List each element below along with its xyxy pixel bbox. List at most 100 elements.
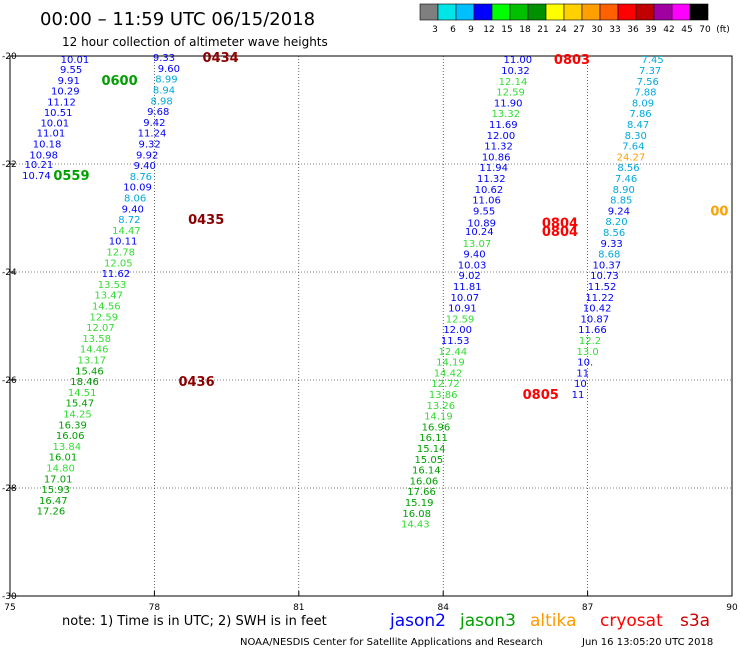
data-point-label: 11.90	[494, 98, 523, 109]
pass-time-annotation: 0435	[188, 213, 224, 228]
legend-entry-s3a: s3a	[680, 611, 710, 631]
data-point-label: 9.92	[136, 150, 158, 161]
satellite-legend: jason2 jason3 altika cryosat s3a	[389, 611, 710, 631]
data-point-label: 10.01	[61, 55, 90, 66]
data-point-label: 10.09	[123, 183, 152, 194]
data-labels: 10.019.559.9110.2911.1210.5110.0111.0110…	[22, 53, 664, 531]
data-point-label: 17.66	[407, 487, 436, 498]
data-point-label: 15.19	[405, 498, 434, 509]
pass-time-annotation: 0559	[53, 169, 89, 184]
data-point-label: 10.98	[29, 150, 58, 161]
data-point-label: 9.55	[60, 65, 82, 76]
data-point-label: 7.45	[641, 55, 663, 66]
data-point-label: 13.58	[82, 334, 111, 345]
data-point-label: 7.86	[629, 109, 651, 120]
x-tick-label: 87	[582, 603, 593, 613]
colorbar-swatch	[581, 3, 601, 21]
data-point-label: 10.29	[51, 87, 80, 98]
data-point-label: 10.86	[482, 152, 511, 163]
data-point-label: 11	[572, 390, 585, 401]
data-point-label: 16.01	[49, 453, 78, 464]
data-point-label: 14.19	[424, 412, 453, 423]
pass-time-annotation: 0805	[523, 388, 559, 403]
pass-time-annotation: 0600	[101, 74, 137, 89]
colorbar-label: 39	[645, 25, 657, 35]
grid-lines	[9, 55, 733, 597]
axis-ticks: 75 78 81 84 87 90 -20 -22 -24 -26 -28 -30	[2, 52, 738, 613]
data-point-label: 13.47	[94, 291, 123, 302]
colorbar-swatch	[635, 3, 655, 21]
data-point-label: 10.42	[583, 304, 612, 315]
data-point-label: 11.32	[477, 174, 506, 185]
colorbar-swatch	[527, 3, 547, 21]
data-point-label: 11.53	[441, 336, 470, 347]
data-point-label: 10.87	[580, 314, 609, 325]
colorbar-label: 15	[501, 25, 512, 35]
data-point-label: 8.47	[627, 120, 649, 131]
data-point-label: 9.68	[147, 107, 169, 118]
data-point-label: 9.02	[459, 271, 481, 282]
data-point-label: 9.40	[134, 161, 156, 172]
data-point-label: 15.47	[65, 399, 94, 410]
data-point-label: 12.00	[443, 325, 472, 336]
data-point-label: 16.14	[412, 466, 441, 477]
colorbar-swatch	[617, 3, 637, 21]
data-point-label: 12.07	[86, 323, 115, 334]
data-point-label: 12.44	[439, 347, 468, 358]
data-point-label: 12.05	[104, 258, 133, 269]
data-point-label: 18.46	[70, 377, 99, 388]
data-point-label: 13.26	[426, 401, 455, 412]
footer-credit: NOAA/NESDIS Center for Satellite Applica…	[240, 637, 543, 648]
data-point-label: 17.01	[44, 474, 73, 485]
colorbar-swatch	[689, 3, 709, 21]
colorbar-label: 45	[681, 25, 692, 35]
data-point-label: 8.99	[155, 75, 177, 86]
colorbar-swatch	[653, 3, 673, 21]
data-point-label: 16.08	[402, 509, 431, 520]
x-tick-label: 78	[149, 603, 161, 613]
data-point-label: 9.42	[143, 118, 165, 129]
data-point-label: 7.46	[615, 174, 637, 185]
data-point-label: 14.46	[80, 345, 109, 356]
data-point-label: 9.32	[138, 139, 160, 150]
colorbar-swatch	[491, 3, 511, 21]
y-tick-label: -28	[2, 484, 17, 494]
data-point-label: 11.66	[578, 325, 607, 336]
data-point-label: 10.18	[33, 139, 62, 150]
data-point-label: 13.53	[98, 280, 127, 291]
data-point-label: 9.60	[158, 64, 180, 75]
data-point-label: 7.88	[634, 88, 656, 99]
pass-time-annotation: 00	[710, 204, 728, 219]
data-point-label: 11.32	[484, 142, 513, 153]
data-point-label: 9.55	[473, 206, 495, 217]
data-point-label: 8.20	[605, 217, 627, 228]
data-point-label: 10.73	[590, 271, 619, 282]
colorbar-swatch	[437, 3, 457, 21]
colorbar-swatch	[671, 3, 691, 21]
data-point-label: 12.59	[496, 88, 525, 99]
chart-subtitle: 12 hour collection of altimeter wave hei…	[62, 35, 328, 49]
data-point-label: 9.91	[58, 76, 80, 87]
y-tick-label: -22	[2, 160, 17, 170]
data-point-label: 13.32	[491, 109, 520, 120]
data-point-label: 10.89	[467, 218, 496, 229]
data-point-label: 10.03	[458, 260, 487, 271]
data-point-label: 15.05	[414, 455, 443, 466]
pass-time-annotation: 0804	[542, 225, 578, 240]
legend-entry-jason3: jason3	[459, 611, 516, 631]
data-point-label: 14.56	[92, 301, 121, 312]
y-tick-label: -30	[2, 592, 17, 602]
data-point-label: 10.74	[22, 171, 51, 182]
data-point-label: 8.94	[153, 85, 175, 96]
data-point-label: 7.64	[622, 142, 644, 153]
data-point-label: 11.69	[489, 120, 518, 131]
pass-time-annotation: 0804	[542, 216, 578, 231]
colorbar-swatch	[473, 3, 493, 21]
data-point-label: 10.01	[40, 118, 69, 129]
data-point-label: 11	[576, 368, 589, 379]
colorbar-label: 9	[468, 25, 474, 35]
colorbar-label: 30	[591, 25, 603, 35]
data-point-label: 14.19	[436, 358, 465, 369]
legend-entry-jason2: jason2	[389, 611, 446, 631]
data-point-label: 9.33	[153, 53, 175, 64]
